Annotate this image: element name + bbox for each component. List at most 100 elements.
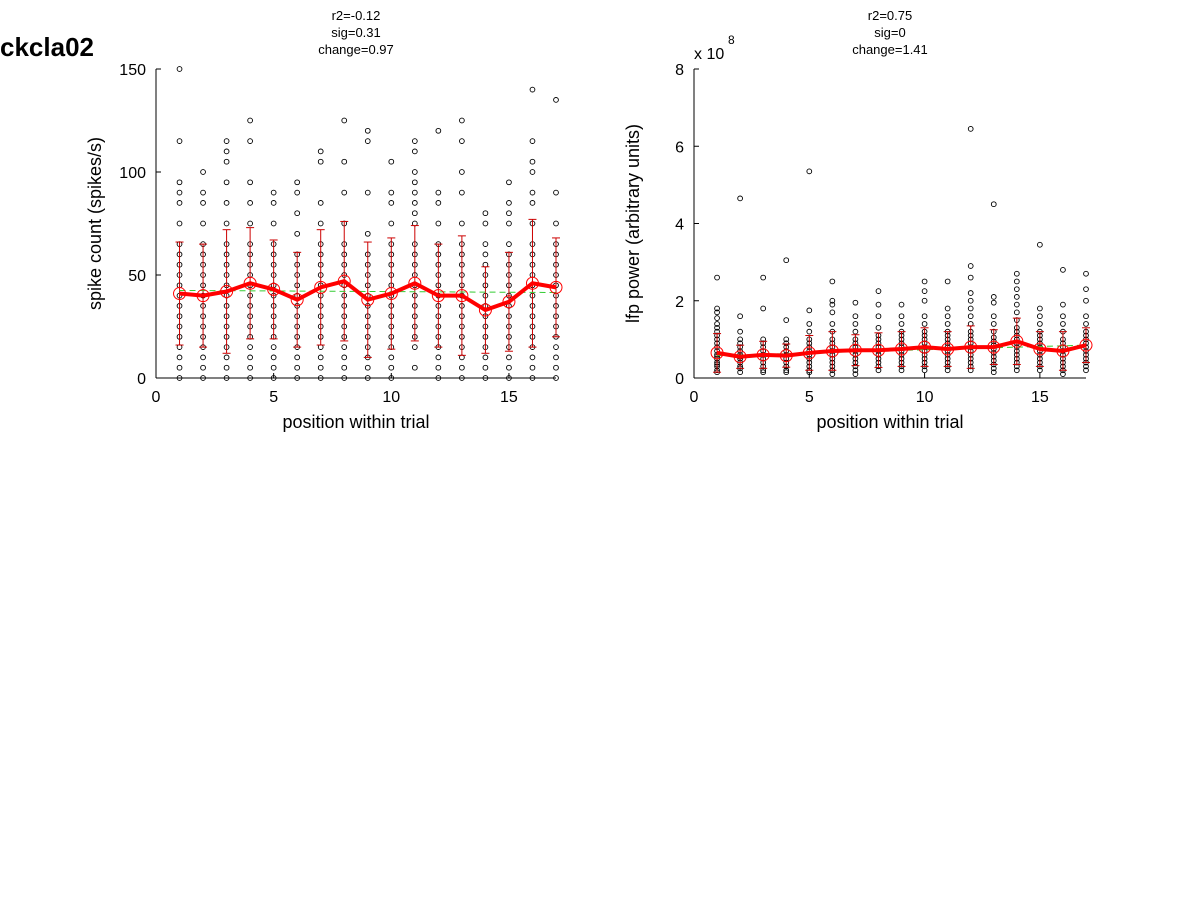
data-point xyxy=(1013,294,1020,300)
data-point xyxy=(529,86,536,93)
mean-marker xyxy=(1056,344,1070,358)
data-point xyxy=(714,309,720,316)
mean-line xyxy=(716,339,1087,359)
data-point xyxy=(411,169,418,175)
data-point xyxy=(459,364,465,371)
data-point xyxy=(898,313,905,320)
data-point xyxy=(435,354,442,361)
data-point xyxy=(783,369,790,376)
data-point xyxy=(967,126,974,132)
data-point xyxy=(247,354,253,361)
mean-marker xyxy=(941,342,955,356)
data-point xyxy=(364,375,371,381)
data-point xyxy=(294,354,301,361)
data-point xyxy=(435,364,442,371)
data-point xyxy=(459,189,465,196)
data-point xyxy=(829,297,836,304)
stat-label: sig=0 xyxy=(874,25,905,40)
data-point xyxy=(990,365,997,372)
data-point xyxy=(317,148,324,155)
data-point xyxy=(1013,278,1020,285)
data-point xyxy=(829,278,836,285)
data-point xyxy=(714,305,720,312)
data-point xyxy=(760,369,767,376)
data-point xyxy=(967,263,974,269)
data-point xyxy=(1037,367,1043,374)
data-point xyxy=(482,375,489,381)
y-tick-label: 50 xyxy=(128,268,146,285)
data-point xyxy=(341,364,348,371)
data-point xyxy=(1037,313,1043,320)
data-point xyxy=(176,354,183,361)
data-point xyxy=(852,313,859,320)
data-point xyxy=(482,364,489,371)
data-point xyxy=(270,354,277,361)
data-point xyxy=(829,371,836,377)
mean-marker xyxy=(337,274,351,288)
data-point xyxy=(200,220,206,227)
data-point xyxy=(990,321,997,327)
data-point xyxy=(1083,270,1089,277)
data-point xyxy=(944,321,951,327)
data-point xyxy=(176,220,183,227)
data-point xyxy=(200,364,206,371)
data-point xyxy=(806,321,813,327)
data-point xyxy=(388,158,395,165)
y-tick-label: 100 xyxy=(119,165,146,182)
data-point xyxy=(482,241,489,247)
data-point xyxy=(364,127,371,134)
data-point xyxy=(921,321,928,327)
data-point xyxy=(176,364,183,371)
y-exponent-label: x 10 xyxy=(694,46,724,63)
data-point xyxy=(990,201,997,208)
data-point xyxy=(388,200,395,206)
data-point xyxy=(247,138,253,144)
data-point xyxy=(714,321,720,327)
data-point xyxy=(388,354,395,361)
data-point xyxy=(875,324,882,331)
data-point xyxy=(760,274,767,281)
x-tick-label: 10 xyxy=(916,389,934,406)
x-axis-label: position within trial xyxy=(282,412,429,432)
stat-label: r2=-0.12 xyxy=(332,8,381,23)
data-point xyxy=(783,336,790,343)
data-point xyxy=(435,189,442,196)
data-point xyxy=(459,375,465,381)
data-point xyxy=(270,200,277,206)
mean-marker xyxy=(987,340,1001,354)
data-point xyxy=(200,200,206,206)
fit-line xyxy=(179,289,557,294)
mean-marker xyxy=(455,289,469,303)
data-point xyxy=(529,200,536,206)
data-point xyxy=(875,313,882,320)
y-axis-label: lfp power (arbitrary units) xyxy=(623,124,643,323)
data-point xyxy=(482,251,489,258)
x-tick-label: 0 xyxy=(152,389,161,406)
data-point xyxy=(482,354,489,361)
data-point xyxy=(1013,309,1020,316)
y-tick-label: 6 xyxy=(675,139,684,156)
mean-marker xyxy=(243,276,257,290)
data-point xyxy=(223,364,230,371)
data-point xyxy=(967,297,974,304)
data-point xyxy=(714,324,720,331)
data-point xyxy=(411,148,418,155)
data-point xyxy=(294,230,301,237)
data-point xyxy=(482,220,489,227)
data-point xyxy=(176,375,183,381)
data-point xyxy=(411,179,418,186)
data-point xyxy=(553,220,559,227)
data-point xyxy=(898,367,905,374)
mean-markers xyxy=(173,274,563,317)
data-point xyxy=(364,364,371,371)
data-point xyxy=(1083,363,1089,370)
data-point xyxy=(553,97,559,103)
data-point xyxy=(341,158,348,165)
mean-marker xyxy=(1079,338,1093,352)
data-point xyxy=(223,179,230,186)
mean-marker xyxy=(290,293,304,307)
data-point xyxy=(553,364,559,371)
data-point xyxy=(247,117,253,124)
data-point xyxy=(967,313,974,320)
